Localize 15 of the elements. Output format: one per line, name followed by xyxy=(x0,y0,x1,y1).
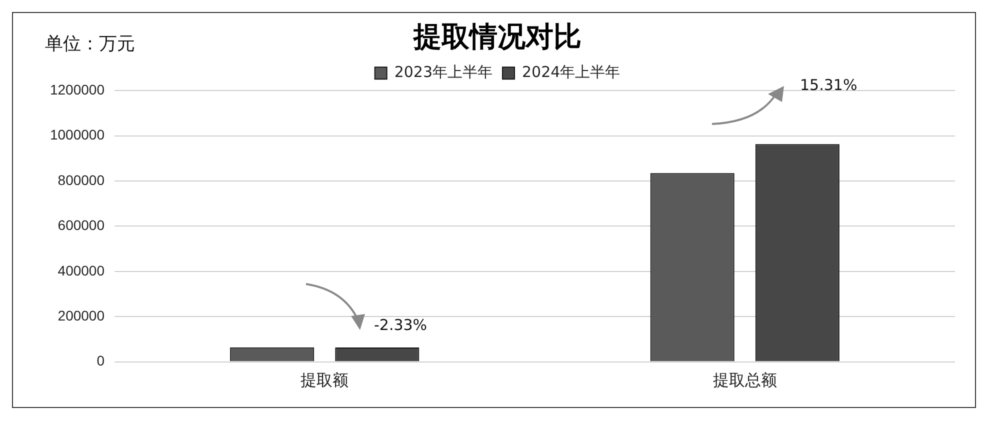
y-tick-label: 800000 xyxy=(58,172,105,188)
y-tick-label: 600000 xyxy=(58,217,105,234)
legend-label: 2024年上半年 xyxy=(522,62,620,81)
y-tick-label: 0 xyxy=(96,352,105,369)
y-tick-label: 200000 xyxy=(58,307,105,324)
x-tick-label: 提取总额 xyxy=(712,370,777,390)
annotation: -2.33% xyxy=(374,316,428,334)
text: 单位：万元 xyxy=(45,34,135,55)
y-tick-label: 400000 xyxy=(58,262,105,278)
x-tick-label: 提取额 xyxy=(300,370,349,390)
y-tick-label: 1000000 xyxy=(50,126,105,143)
y-tick-label: 1200000 xyxy=(50,81,105,98)
annotation: 15.31% xyxy=(800,76,858,94)
chart-title: 提取情况对比 xyxy=(412,20,582,54)
legend-label: 2023年上半年 xyxy=(394,62,493,81)
